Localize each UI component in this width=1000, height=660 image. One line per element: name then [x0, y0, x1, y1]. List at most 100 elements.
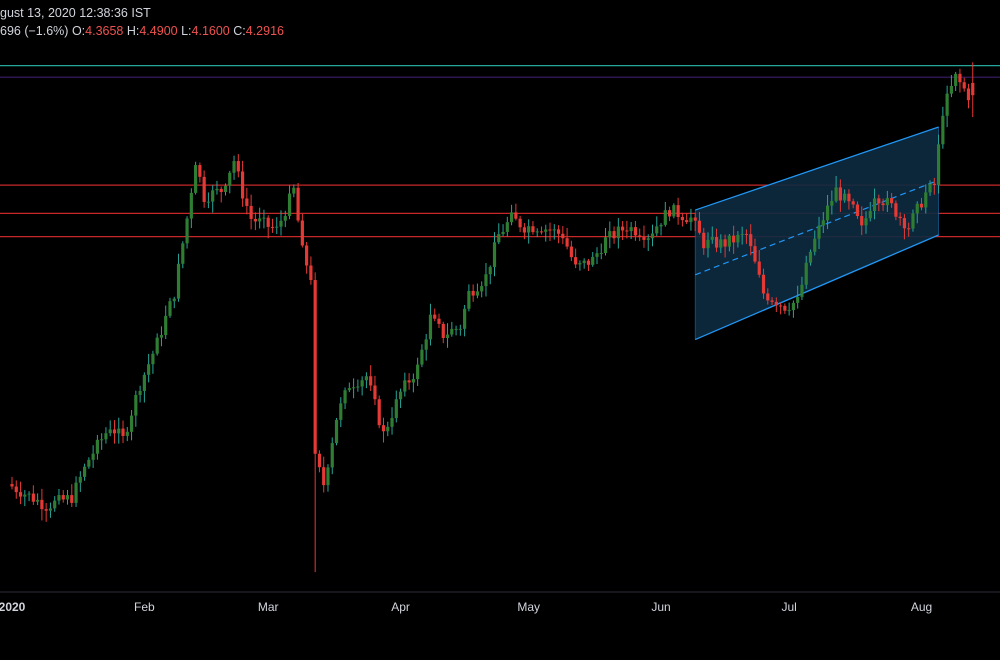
- candle-body: [625, 230, 629, 232]
- parallel-channel: [694, 126, 939, 341]
- candle-body: [915, 203, 919, 214]
- candle-body: [262, 217, 266, 219]
- candle-body: [369, 376, 373, 386]
- candle-body: [373, 385, 377, 400]
- candle-body: [501, 231, 505, 235]
- candle-body: [667, 210, 672, 217]
- candle-body: [292, 187, 296, 194]
- candle-body: [181, 243, 185, 264]
- candle-body: [514, 212, 518, 219]
- candle-body: [147, 364, 151, 375]
- candle-body: [825, 205, 830, 221]
- candle-body: [770, 300, 774, 302]
- candle-body: [791, 302, 796, 311]
- candle-body: [663, 210, 667, 225]
- candle-body: [283, 216, 287, 221]
- candle-body: [804, 262, 808, 285]
- candle-body: [535, 231, 539, 233]
- candle-body: [108, 429, 112, 434]
- candle-body: [706, 239, 710, 249]
- candle-body: [198, 165, 202, 177]
- candle-body: [155, 337, 159, 354]
- candle-body: [697, 220, 702, 233]
- candle-body: [223, 185, 228, 193]
- candle-body: [475, 291, 480, 296]
- candle-body: [847, 193, 851, 202]
- candle-body: [488, 267, 492, 275]
- candle-body: [433, 314, 437, 319]
- candle-body: [817, 225, 821, 239]
- candle-body: [112, 429, 117, 434]
- candle-body: [800, 284, 804, 297]
- candle-body: [556, 229, 561, 234]
- candle-body: [40, 499, 44, 510]
- candle-body: [159, 335, 164, 338]
- candle-body: [599, 253, 603, 255]
- candle-body: [860, 216, 864, 226]
- candle-body: [757, 261, 761, 275]
- candle-body: [420, 349, 424, 365]
- candle-body: [949, 85, 953, 94]
- candle-body: [322, 467, 326, 486]
- ohlc-row: 696 (−1.6%) O:4.3658 H:4.4900 L:4.1600 C…: [0, 24, 284, 38]
- candle-body: [766, 293, 770, 301]
- candle-body: [851, 201, 855, 205]
- x-tick-label: Mar: [258, 600, 279, 614]
- x-tick-label: Aug: [911, 600, 932, 614]
- candle-body: [714, 237, 719, 248]
- candle-body: [719, 239, 723, 248]
- candle-body: [454, 328, 458, 330]
- x-tick-label: Feb: [134, 600, 155, 614]
- candle-body: [633, 227, 638, 236]
- candle-body: [27, 493, 31, 495]
- candle-body: [360, 380, 364, 387]
- candle-body: [578, 263, 582, 265]
- candle-body: [894, 203, 898, 217]
- candle-body: [428, 314, 433, 340]
- candle-body: [603, 237, 608, 254]
- candle-body: [924, 192, 928, 208]
- candle-body: [352, 387, 356, 389]
- channel-lower-line[interactable]: [694, 234, 939, 341]
- low-label: L:: [181, 24, 192, 38]
- candle-body: [672, 205, 676, 217]
- candle-body: [855, 204, 860, 217]
- candle-body: [834, 187, 838, 201]
- x-tick-label: Apr: [391, 600, 410, 614]
- candle-body: [569, 246, 573, 258]
- candle-body: [287, 193, 292, 217]
- candle-body: [398, 391, 403, 400]
- candle-body: [890, 198, 894, 204]
- candle-body: [710, 237, 714, 240]
- candle-body: [612, 231, 616, 239]
- candle-body: [142, 374, 146, 391]
- candle-body: [48, 508, 53, 511]
- candle-body: [450, 328, 454, 335]
- candle-body: [172, 298, 176, 302]
- channel-mid-line[interactable]: [694, 179, 939, 276]
- open-label: O:: [71, 24, 86, 38]
- candle-body: [638, 235, 642, 238]
- candle-body: [258, 218, 262, 222]
- candle-body: [275, 226, 279, 228]
- candle-body: [727, 235, 731, 247]
- candle-body: [138, 390, 142, 395]
- candle-body: [326, 467, 330, 486]
- candle-body: [61, 495, 65, 500]
- candle-body: [202, 176, 206, 202]
- channel-upper-line[interactable]: [694, 126, 939, 211]
- candle-body: [872, 198, 877, 212]
- candle-body: [843, 193, 847, 201]
- candle-body: [394, 399, 398, 419]
- channel-fill: [695, 127, 939, 340]
- candle-body: [211, 190, 215, 202]
- candle-body: [445, 334, 450, 339]
- candle-body: [31, 493, 35, 502]
- candle-body: [919, 203, 924, 208]
- candle-body: [561, 233, 565, 239]
- candle-body: [279, 220, 283, 227]
- candle-body: [219, 188, 223, 193]
- low-value: 4.1600: [191, 24, 230, 38]
- candle-body: [676, 205, 680, 218]
